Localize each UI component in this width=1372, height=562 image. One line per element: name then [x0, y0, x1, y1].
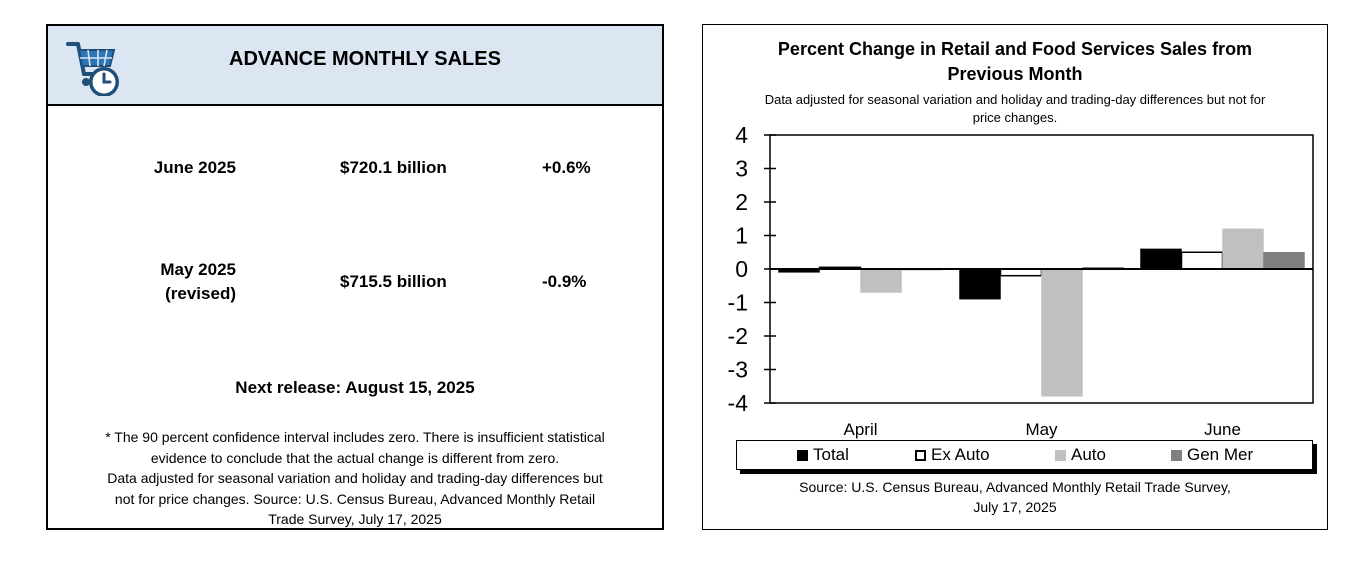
panel-header: ADVANCE MONTHLY SALES	[48, 26, 662, 106]
y-tick-label: 0	[735, 256, 748, 282]
legend-label: Total	[813, 445, 849, 464]
y-tick-label: -3	[728, 357, 748, 383]
next-release-date: Next release: August 15, 2025	[235, 378, 475, 397]
shopping-cart-clock-icon	[66, 42, 119, 96]
bar-gen-mer	[1263, 252, 1305, 270]
bar-total	[1140, 248, 1182, 270]
chart-source: Source: U.S. Census Bureau, Advanced Mon…	[703, 477, 1327, 517]
period-label: June 2025	[153, 158, 236, 177]
percent-change: -0.9%	[542, 272, 587, 291]
percent-change: +0.6%	[542, 158, 591, 177]
legend-label: Auto	[1071, 445, 1106, 464]
footnote: * The 90 percent confidence interval inc…	[62, 427, 648, 530]
period-revised-label: (revised)	[165, 284, 236, 303]
footnote-line: Trade Survey, July 17, 2025	[268, 511, 442, 527]
y-tick-label: 2	[735, 189, 748, 215]
legend-item: Ex Auto	[915, 445, 990, 465]
y-tick-label: -2	[728, 323, 748, 349]
chart-legend: Total Ex Auto Auto Gen Mer	[736, 440, 1313, 470]
source-line: July 17, 2025	[973, 499, 1057, 515]
footnote-line: evidence to conclude that the actual cha…	[150, 449, 560, 466]
page-title: ADVANCE MONTHLY SALES	[229, 48, 501, 70]
x-category-label: May	[1025, 420, 1058, 439]
y-tick-label: 1	[735, 223, 748, 249]
legend-swatch	[915, 449, 926, 461]
period-label: May 2025	[160, 260, 236, 279]
legend-swatch	[1055, 449, 1066, 461]
chart-title-line: Percent Change in Retail and Food Servic…	[777, 39, 1253, 59]
bar-auto	[1222, 228, 1264, 270]
bar-total	[959, 268, 1001, 300]
chart-subtitle: Data adjusted for seasonal variation and…	[707, 91, 1323, 127]
y-tick-label: 3	[735, 156, 748, 182]
y-tick-label: -4	[728, 390, 749, 416]
y-tick-label: -1	[728, 290, 748, 316]
y-tick-label: 4	[735, 122, 748, 148]
x-category-label: April	[843, 420, 877, 439]
chart-title: Percent Change in Retail and Food Servic…	[703, 37, 1327, 87]
legend-swatch	[797, 449, 808, 461]
advance-monthly-sales-panel: ADVANCE MONTHLY SALES June 2025 $720.1 b…	[46, 24, 664, 530]
legend-item: Total	[797, 445, 849, 465]
chart-title-line: Previous Month	[947, 64, 1083, 84]
legend-label: Gen Mer	[1187, 445, 1254, 464]
legend-label: Ex Auto	[931, 445, 990, 464]
footnote-line: Data adjusted for seasonal variation and…	[107, 470, 603, 486]
bar-chart: 4 3 2 1 0 -1 -2 -3 -4 April May June	[728, 122, 1314, 439]
legend-item: Gen Mer	[1171, 445, 1253, 465]
bar-ex-auto	[1180, 251, 1224, 270]
bar-auto	[1041, 268, 1083, 397]
footnote-line: * The 90 percent confidence interval inc…	[105, 429, 605, 445]
chart-subtitle-line: Data adjusted for seasonal variation and…	[764, 92, 1266, 107]
sales-amount: $715.5 billion	[340, 272, 447, 291]
chart-panel: Percent Change in Retail and Food Servic…	[702, 24, 1328, 530]
source-line: Source: U.S. Census Bureau, Advanced Mon…	[799, 479, 1231, 495]
footnote-line: not for price changes. Source: U.S. Cens…	[114, 490, 596, 507]
bar-auto	[860, 268, 902, 293]
bar-ex-auto	[999, 268, 1043, 277]
legend-swatch	[1171, 449, 1182, 461]
x-category-label: June	[1204, 420, 1241, 439]
sales-amount: $720.1 billion	[340, 158, 447, 177]
chart-subtitle-line: price changes.	[972, 110, 1058, 125]
legend-item: Auto	[1055, 445, 1106, 465]
